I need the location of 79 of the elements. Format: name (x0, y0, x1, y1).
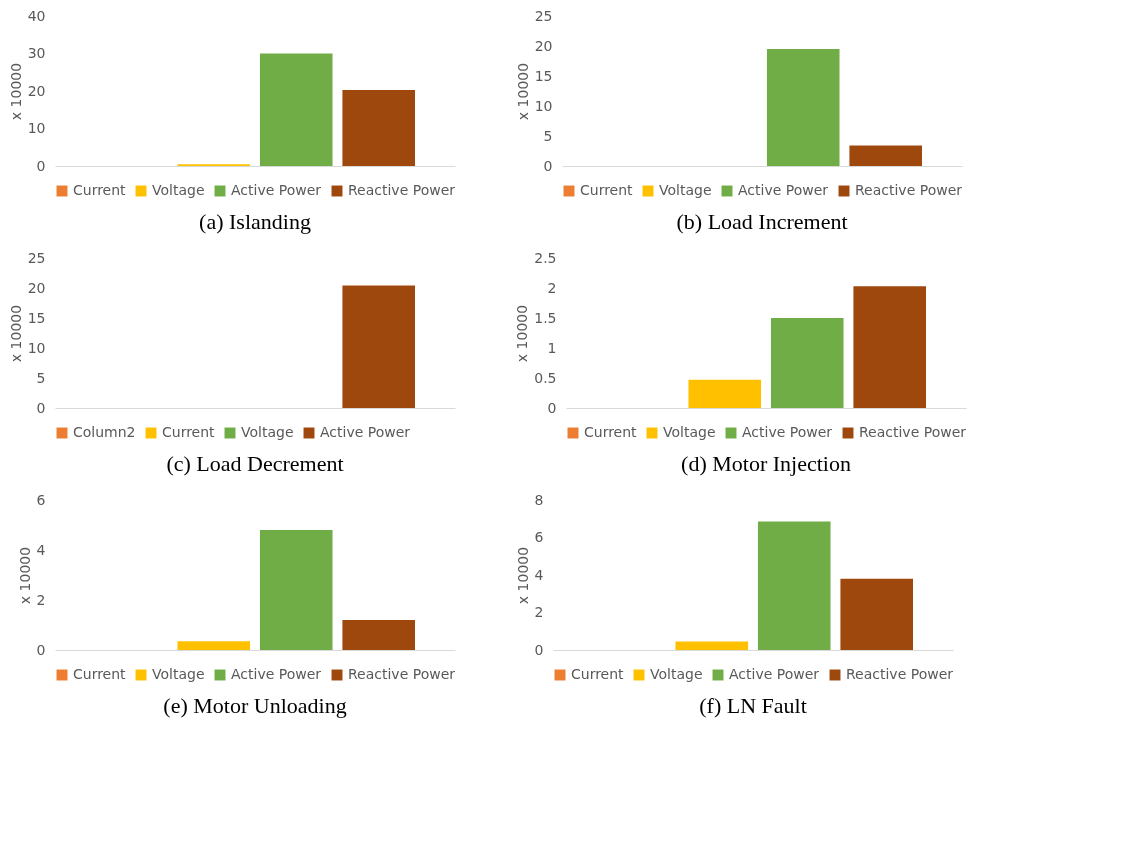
text: (a) Islanding (199, 209, 311, 234)
legend-label: Voltage (663, 424, 716, 440)
legend-label: Reactive Power (348, 666, 456, 682)
y-tick-label: 25 (534, 7, 553, 24)
y-tick-label: 20 (27, 279, 46, 296)
legend-label: Active Power (231, 666, 322, 682)
y-tick-label: 10 (534, 97, 553, 114)
text: (d) Motor Injection (681, 451, 851, 476)
y-tick-label: 0 (543, 157, 553, 174)
y-tick-label: 40 (27, 7, 46, 24)
y-tick-label: 1.5 (534, 309, 557, 326)
bar (342, 620, 415, 650)
bar (342, 89, 415, 166)
bar (757, 521, 831, 650)
y-tick-label: 0 (534, 641, 544, 658)
text: (e) Motor Unloading (163, 693, 347, 718)
legend-label: Active Power (320, 424, 411, 440)
y-tick-label: 25 (27, 249, 46, 266)
bar (675, 641, 749, 650)
bar (259, 53, 333, 166)
y-tick-label: 0 (36, 641, 46, 658)
y-axis-title: x 10000 (514, 304, 531, 363)
y-tick-label: 30 (27, 45, 46, 61)
legend-label: Voltage (650, 666, 703, 682)
y-tick-label: 2 (36, 591, 46, 608)
legend-label: Voltage (152, 182, 205, 198)
y-tick-label: 5 (36, 369, 46, 386)
text: (c) Load Decrement (166, 451, 344, 476)
y-axis-title: x 10000 (7, 62, 24, 121)
y-tick-label: 2 (547, 279, 557, 296)
legend-label: Current (162, 424, 216, 440)
legend-label: Voltage (241, 424, 294, 440)
y-tick-label: 4 (36, 541, 46, 558)
legend-label: Voltage (152, 666, 205, 682)
text: (b) Load Increment (676, 209, 848, 234)
y-tick-label: 5 (543, 127, 553, 144)
legend-label: Reactive Power (348, 182, 456, 198)
legend-label: Reactive Power (855, 182, 963, 198)
y-axis-title: x 10000 (514, 546, 531, 605)
y-tick-label: 10 (27, 120, 46, 136)
y-tick-label: 2 (534, 604, 544, 620)
legend-label: Current (571, 666, 625, 682)
y-tick-label: 0.5 (534, 369, 557, 386)
y-tick-label: 6 (534, 529, 544, 545)
y-tick-label: 15 (27, 309, 46, 326)
legend-label: Voltage (659, 182, 712, 198)
y-tick-label: 15 (534, 67, 553, 84)
legend-label: Current (73, 666, 127, 682)
y-tick-label: 1 (547, 339, 557, 356)
y-tick-label: 20 (27, 82, 46, 99)
bar (770, 318, 844, 408)
text: (f) LN Fault (699, 693, 807, 718)
y-tick-label: 0 (36, 157, 46, 174)
legend-label: Current (584, 424, 638, 440)
y-axis-title: x 10000 (514, 62, 531, 121)
legend-label: Current (73, 182, 127, 198)
bar (688, 379, 762, 408)
bar (259, 530, 333, 650)
y-tick-label: 0 (36, 399, 46, 416)
bar (853, 286, 926, 408)
legend-label: Column2 (73, 424, 136, 440)
y-axis-title: x 10000 (7, 304, 24, 363)
legend-label: Reactive Power (846, 666, 954, 682)
y-axis-title: x 10000 (16, 546, 33, 605)
legend-label: Active Power (738, 182, 829, 198)
y-tick-label: 10 (27, 339, 46, 356)
legend-label: Active Power (729, 666, 820, 682)
y-tick-label: 4 (534, 566, 544, 583)
y-tick-label: 20 (534, 37, 553, 54)
bar (840, 578, 913, 650)
legend-label: Active Power (231, 182, 322, 198)
y-tick-label: 8 (534, 491, 544, 508)
legend-label: Reactive Power (859, 424, 967, 440)
y-tick-label: 6 (36, 491, 46, 508)
legend-label: Current (580, 182, 634, 198)
legend-label: Active Power (742, 424, 833, 440)
bar (177, 641, 251, 650)
y-tick-label: 2.5 (534, 249, 557, 266)
y-tick-label: 0 (547, 399, 557, 416)
